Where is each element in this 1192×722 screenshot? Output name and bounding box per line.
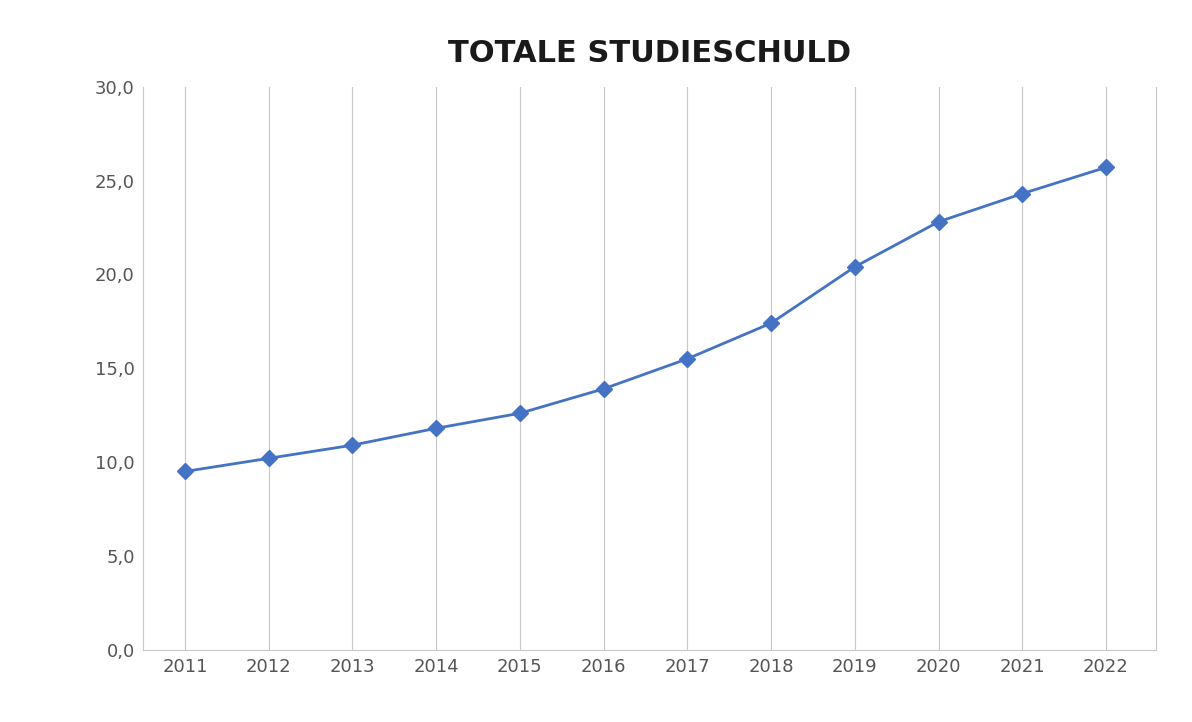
Title: TOTALE STUDIESCHULD: TOTALE STUDIESCHULD xyxy=(448,39,851,68)
